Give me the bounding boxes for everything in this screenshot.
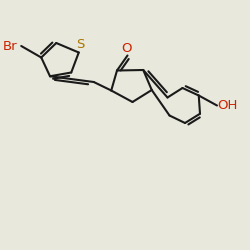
Text: O: O — [121, 42, 132, 55]
Text: S: S — [76, 38, 84, 52]
Text: OH: OH — [217, 99, 237, 112]
Text: Br: Br — [3, 40, 17, 52]
